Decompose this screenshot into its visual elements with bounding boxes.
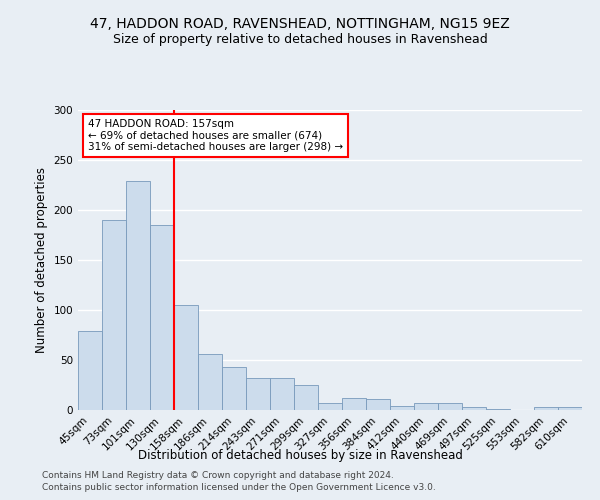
Bar [174,305,198,410]
Bar [246,378,270,410]
Text: Size of property relative to detached houses in Ravenshead: Size of property relative to detached ho… [113,32,487,46]
Bar [126,181,150,410]
Bar [198,354,222,410]
Bar [366,399,390,410]
Bar [318,403,342,410]
Bar [150,225,174,410]
Text: Contains public sector information licensed under the Open Government Licence v3: Contains public sector information licen… [42,484,436,492]
Bar [102,220,126,410]
Text: Contains HM Land Registry data © Crown copyright and database right 2024.: Contains HM Land Registry data © Crown c… [42,471,394,480]
Bar [78,331,102,410]
Bar [462,407,486,410]
Text: 47 HADDON ROAD: 157sqm
← 69% of detached houses are smaller (674)
31% of semi-de: 47 HADDON ROAD: 157sqm ← 69% of detached… [88,119,343,152]
Bar [558,407,582,410]
Bar [342,398,366,410]
Bar [414,403,438,410]
Bar [222,367,246,410]
Bar [390,406,414,410]
Text: Distribution of detached houses by size in Ravenshead: Distribution of detached houses by size … [137,448,463,462]
Bar [270,378,294,410]
Bar [294,385,318,410]
Bar [534,407,558,410]
Text: 47, HADDON ROAD, RAVENSHEAD, NOTTINGHAM, NG15 9EZ: 47, HADDON ROAD, RAVENSHEAD, NOTTINGHAM,… [90,18,510,32]
Bar [486,409,510,410]
Bar [438,403,462,410]
Y-axis label: Number of detached properties: Number of detached properties [35,167,48,353]
